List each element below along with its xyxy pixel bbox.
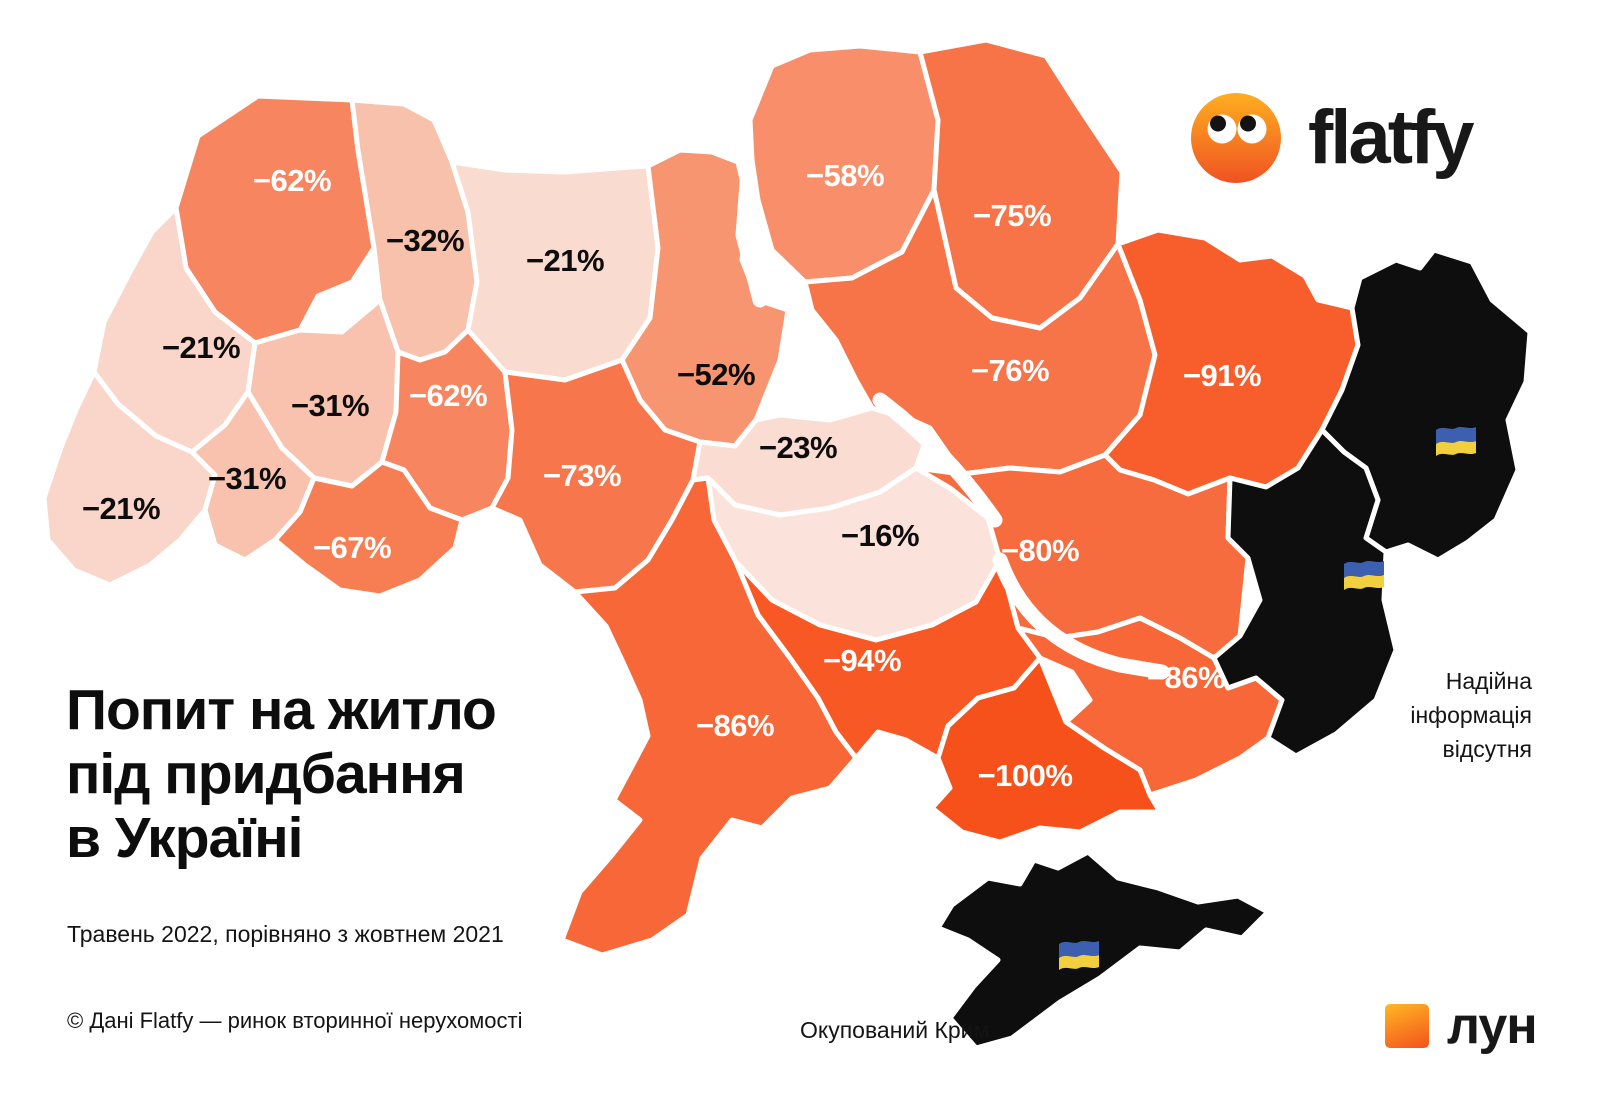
region-shape-donetsk: [1211, 427, 1399, 759]
flatfy-wordmark: flatfy: [1308, 95, 1475, 180]
region-value-chernivtsi: −67%: [313, 530, 391, 565]
river-segment-1: [872, 392, 1003, 528]
flatfy-ball-icon: [1191, 93, 1281, 183]
region-value-dnipropetrovsk: −80%: [1001, 533, 1079, 568]
region-zaporizhzhia: −86%: [1015, 615, 1285, 798]
region-value-odesa: −86%: [696, 708, 774, 743]
region-shape-kherson: [929, 655, 1163, 845]
region-value-ivano-frankivsk: −31%: [208, 461, 286, 496]
region-value-chernihiv: −58%: [806, 158, 884, 193]
region-value-ternopil: −31%: [291, 388, 369, 423]
ukraine-flag-icon-luhansk: [1436, 427, 1476, 456]
region-shape-odesa: [559, 475, 859, 958]
no-data-line-1: Надійна: [1445, 668, 1532, 694]
river-segment-2: [992, 552, 1170, 680]
flatfy-logo: flatfy: [1190, 92, 1475, 184]
region-value-khmelnytskyi: −62%: [409, 378, 487, 413]
region-value-kyiv: −52%: [677, 357, 755, 392]
region-rivne: −32%: [349, 97, 480, 363]
region-value-zhytomyr: −21%: [526, 243, 604, 278]
title-line-3: в Україні: [66, 806, 304, 870]
regions-layer: −62% −32% −21% −52% −58% −75% −21% −31% −62% −21%…: [41, 37, 1533, 1051]
region-value-sumy: −75%: [973, 198, 1051, 233]
ukraine-flag-icon-crimea: [1059, 941, 1099, 970]
lun-square-icon: [1385, 1004, 1429, 1048]
region-crimea: [935, 849, 1271, 1051]
region-odesa: −86%: [559, 475, 859, 958]
ukraine-flag-icon-donetsk: [1344, 561, 1384, 590]
lun-wordmark: лун: [1447, 997, 1538, 1055]
no-data-line-2: інформація: [1410, 702, 1532, 728]
region-value-kherson: −100%: [978, 758, 1073, 793]
data-source-note: © Дані Flatfy — ринок вторинної нерухомо…: [67, 1008, 523, 1033]
lun-logo: лун: [1385, 997, 1538, 1055]
region-kyiv: −52%: [619, 147, 791, 449]
title-line-2: під придбання: [66, 742, 466, 806]
region-shape-chernivtsi: [272, 459, 465, 599]
region-value-rivne: −32%: [386, 223, 464, 258]
page-title: Попит на житло під придбання в Україні: [66, 678, 497, 870]
region-cherkasy: −23%: [690, 405, 933, 518]
dnieper-river-layer: [735, 162, 1170, 680]
region-value-mykolaiv: −94%: [823, 643, 901, 678]
region-value-lviv: −21%: [162, 330, 240, 365]
region-donetsk: [1211, 427, 1399, 759]
no-data-note: Надійна інформація відсутня: [1410, 664, 1532, 766]
river-segment-0: [735, 162, 768, 308]
region-value-kirovohrad: −16%: [841, 518, 919, 553]
title-line-1: Попит на житло: [66, 678, 497, 742]
region-value-vinnytsia: −73%: [543, 458, 621, 493]
region-chernivtsi: −67%: [272, 459, 465, 599]
region-shape-zaporizhzhia: [1015, 615, 1285, 798]
no-data-line-3: відсутня: [1442, 736, 1532, 762]
region-shape-kyiv: [619, 147, 791, 449]
occupied-crimea-note: Окупований Крим: [800, 1017, 990, 1043]
subtitle: Травень 2022, порівняно з жовтнем 2021: [67, 921, 504, 947]
region-shape-crimea: [935, 849, 1271, 1051]
region-kherson: −100%: [929, 655, 1163, 845]
region-shape-zakarpattia: [41, 369, 218, 588]
region-value-zakarpattia: −21%: [82, 491, 160, 526]
region-value-cherkasy: −23%: [759, 430, 837, 465]
region-value-poltava: −76%: [971, 353, 1049, 388]
region-zakarpattia: −21%: [41, 369, 218, 588]
region-value-volyn: −62%: [253, 163, 331, 198]
region-value-kharkiv: −91%: [1183, 358, 1261, 393]
